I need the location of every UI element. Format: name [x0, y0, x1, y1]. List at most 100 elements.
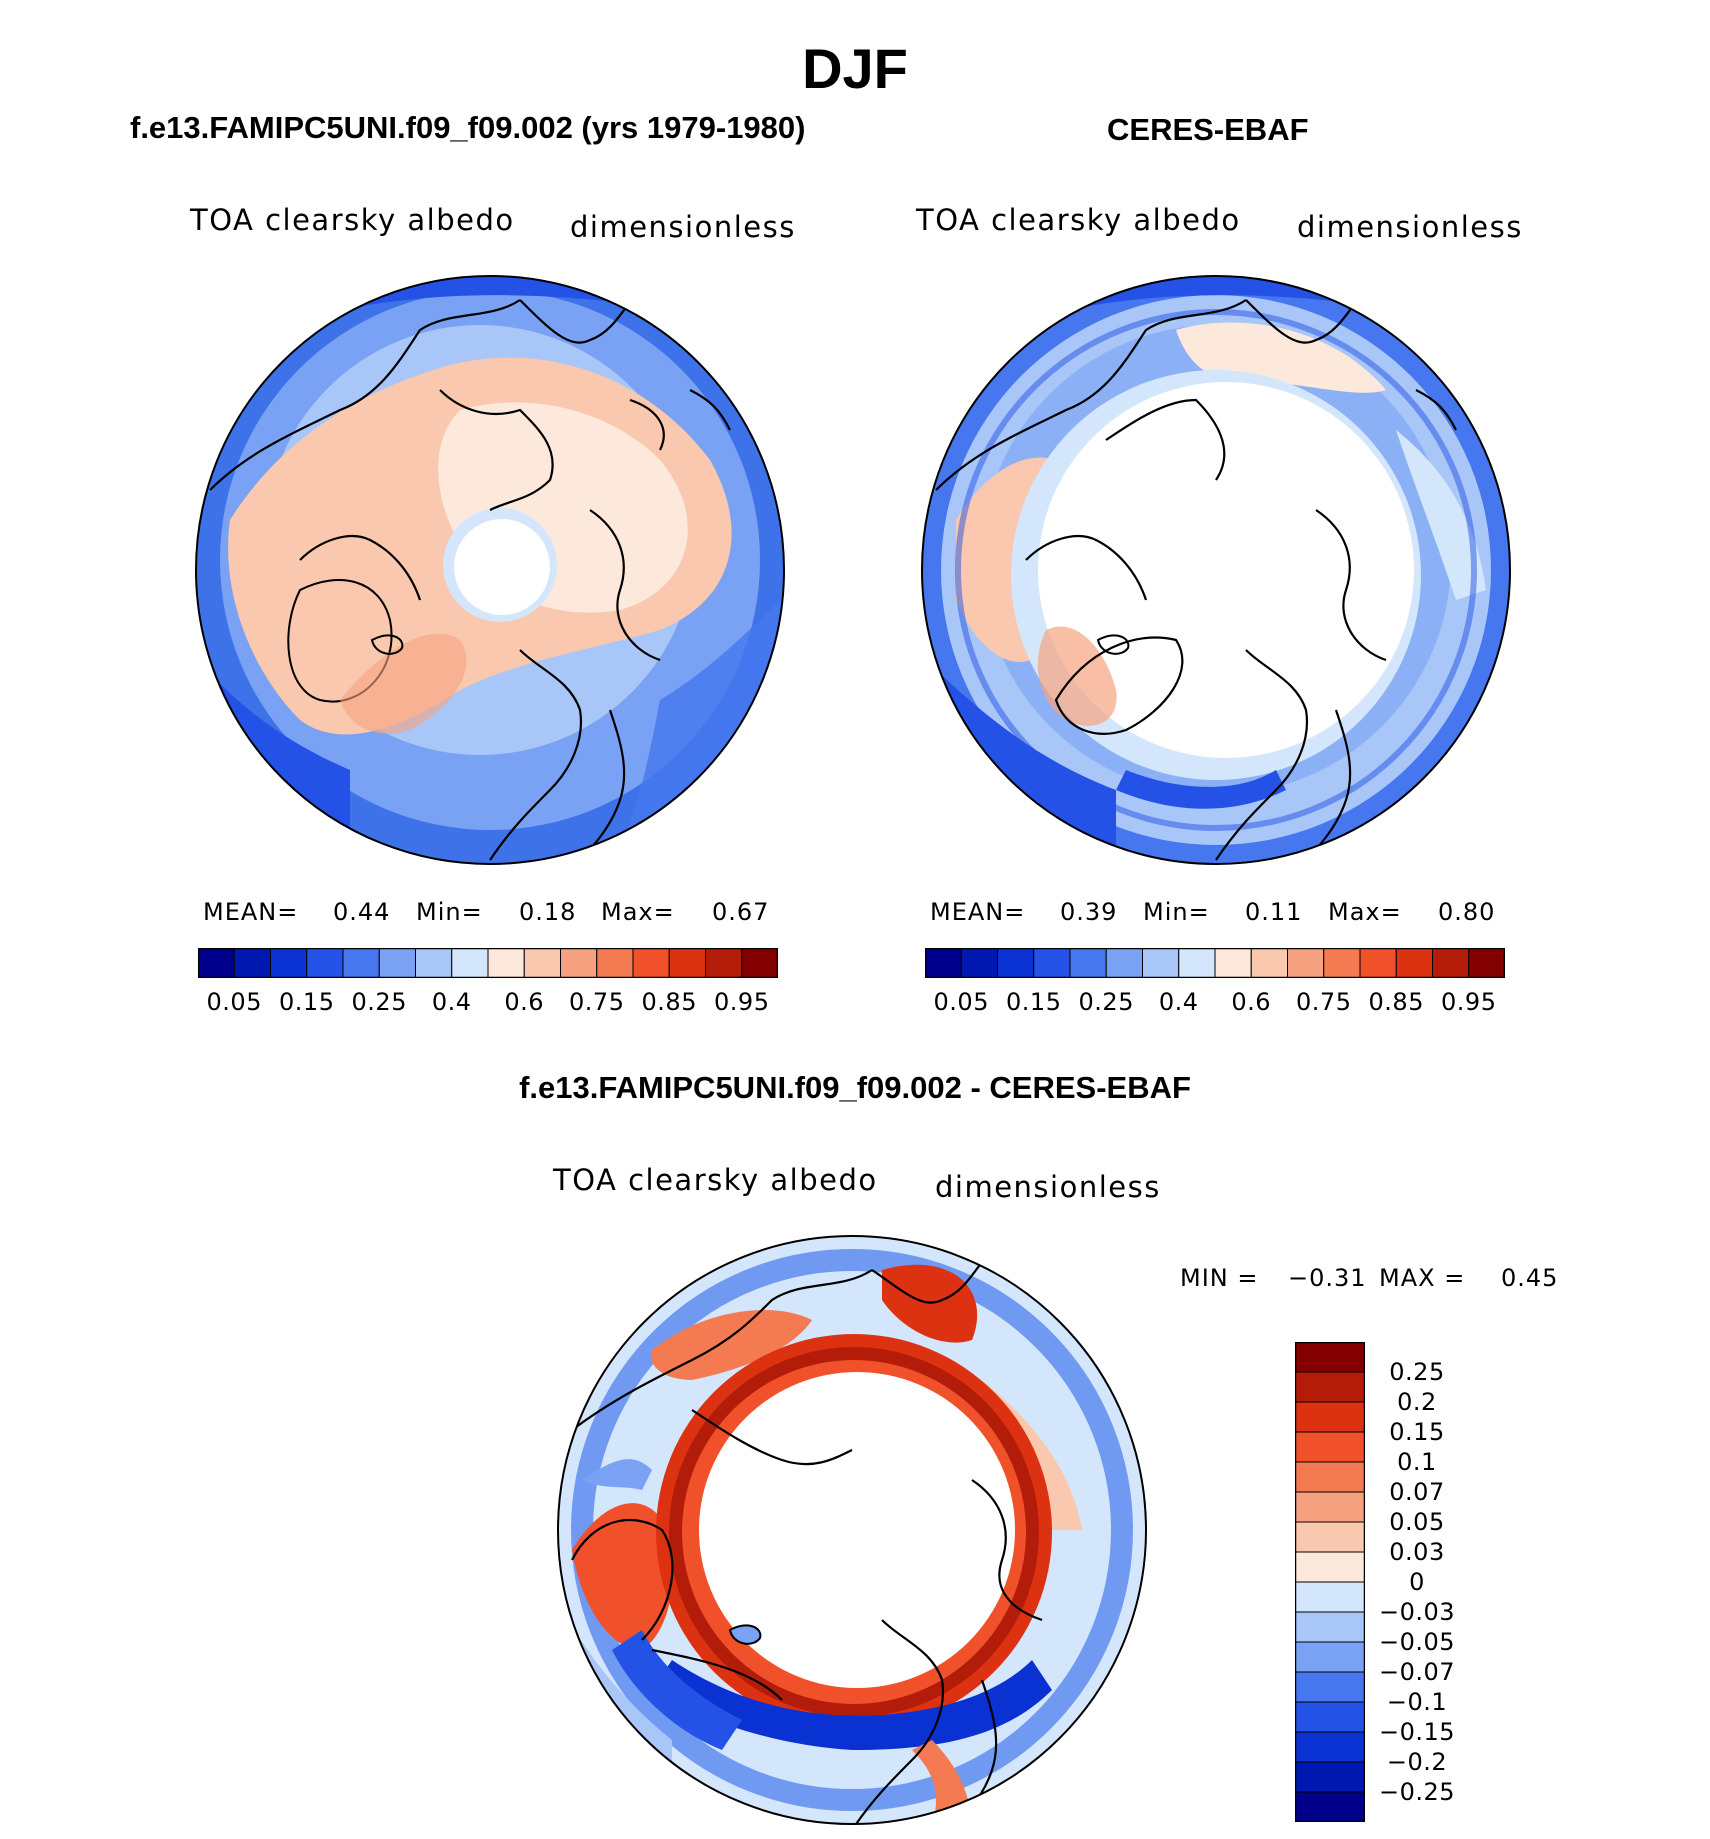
- obs-colorbar-tick-label: 0.4: [1158, 988, 1199, 1016]
- obs-colorbar-box: [1395, 948, 1433, 978]
- model-colorbar-tick-label: 0.05: [206, 988, 262, 1016]
- model-mean-value: 0.44: [333, 898, 391, 926]
- model-colorbar-box: [270, 948, 308, 978]
- model-colorbar-tick-label: 0.25: [351, 988, 407, 1016]
- obs-colorbar-box: [1323, 948, 1361, 978]
- obs-colorbar-box: [1105, 948, 1143, 978]
- diff-panel-title: f.e13.FAMIPC5UNI.f09_f09.002 - CERES-EBA…: [519, 1070, 1191, 1105]
- obs-colorbar-box: [997, 948, 1035, 978]
- obs-colorbar-tick-label: 0.25: [1078, 988, 1134, 1016]
- obs-colorbar-box: [1359, 948, 1397, 978]
- obs-colorbar-tick-label: 0.05: [933, 988, 989, 1016]
- diff-variable-label: TOA clearsky albedo: [553, 1163, 878, 1197]
- diff-polar-map: [557, 1235, 1147, 1825]
- diff-units-label: dimensionless: [935, 1170, 1161, 1204]
- model-min-label: Min=: [416, 898, 483, 926]
- obs-colorbar-box: [1033, 948, 1071, 978]
- model-colorbar-box: [306, 948, 344, 978]
- model-colorbar-tick-label: 0.15: [279, 988, 335, 1016]
- diff-colorbar-box: [1295, 1461, 1365, 1493]
- diff-colorbar-box: [1295, 1671, 1365, 1703]
- model-polar-map: [195, 275, 785, 865]
- obs-min-label: Min=: [1143, 898, 1210, 926]
- diff-colorbar-box: [1295, 1342, 1365, 1373]
- obs-variable-label: TOA clearsky albedo: [916, 203, 1241, 237]
- diff-colorbar-tick-label: −0.2: [1386, 1748, 1448, 1776]
- obs-max-value: 0.80: [1438, 898, 1496, 926]
- diff-colorbar-tick-label: 0.1: [1397, 1448, 1437, 1476]
- diff-colorbar: [1295, 1342, 1365, 1822]
- model-colorbar-tick-label: 0.85: [641, 988, 697, 1016]
- model-variable-label: TOA clearsky albedo: [190, 203, 515, 237]
- diff-colorbar-tick-label: 0.15: [1389, 1418, 1445, 1446]
- obs-colorbar-tick-label: 0.15: [1006, 988, 1062, 1016]
- obs-colorbar-box: [1250, 948, 1288, 978]
- model-max-label: Max=: [601, 898, 675, 926]
- diff-colorbar-box: [1295, 1791, 1365, 1822]
- diff-min-value: −0.31: [1288, 1264, 1367, 1292]
- diff-colorbar-box: [1295, 1761, 1365, 1793]
- model-colorbar-box: [378, 948, 416, 978]
- model-min-value: 0.18: [519, 898, 577, 926]
- obs-colorbar-box: [925, 948, 962, 978]
- diff-colorbar-tick-label: −0.07: [1378, 1658, 1456, 1686]
- obs-colorbar-box: [1069, 948, 1107, 978]
- diff-colorbar-tick-label: 0.25: [1389, 1358, 1445, 1386]
- diff-colorbar-tick-label: 0.07: [1389, 1478, 1445, 1506]
- diff-colorbar-tick-label: −0.03: [1378, 1598, 1456, 1626]
- diff-colorbar-ticks: 0.25 0.2 0.15 0.1 0.07 0.05 0.03 0 −0.03 −0.05 −0.…: [1372, 1342, 1502, 1822]
- model-max-value: 0.67: [712, 898, 770, 926]
- figure-title: DJF: [802, 37, 908, 100]
- diff-colorbar-tick-label: −0.25: [1378, 1778, 1456, 1806]
- obs-polar-map: [921, 275, 1511, 865]
- obs-panel-title: CERES-EBAF: [1107, 112, 1309, 147]
- diff-min-label: MIN =: [1180, 1264, 1259, 1292]
- diff-colorbar-tick-label: −0.05: [1378, 1628, 1456, 1656]
- obs-colorbar-tick-label: 0.85: [1368, 988, 1424, 1016]
- diff-colorbar-tick-label: 0.03: [1389, 1538, 1445, 1566]
- diff-colorbar-tick-label: −0.1: [1386, 1688, 1448, 1716]
- model-colorbar-box: [596, 948, 634, 978]
- obs-colorbar-box: [1214, 948, 1252, 978]
- obs-colorbar-box: [1468, 948, 1505, 978]
- obs-max-label: Max=: [1328, 898, 1402, 926]
- diff-colorbar-box: [1295, 1611, 1365, 1643]
- model-colorbar-box: [233, 948, 271, 978]
- model-colorbar-box: [741, 948, 778, 978]
- obs-colorbar-box: [1432, 948, 1470, 978]
- diff-colorbar-box: [1295, 1701, 1365, 1733]
- model-colorbar-box: [451, 948, 489, 978]
- model-colorbar-box: [198, 948, 235, 978]
- obs-colorbar-box: [1178, 948, 1216, 978]
- model-colorbar-box: [342, 948, 380, 978]
- diff-max-label: MAX =: [1379, 1264, 1466, 1292]
- diff-colorbar-box: [1295, 1521, 1365, 1553]
- diff-colorbar-tick-label: −0.15: [1378, 1718, 1456, 1746]
- diff-colorbar-box: [1295, 1581, 1365, 1613]
- model-colorbar-box: [705, 948, 743, 978]
- obs-mean-label: MEAN=: [930, 898, 1026, 926]
- obs-colorbar: [925, 948, 1505, 978]
- obs-colorbar-ticks: 0.05 0.15 0.25 0.4 0.6 0.75 0.85 0.95: [925, 988, 1505, 1018]
- model-colorbar-tick-label: 0.4: [431, 988, 472, 1016]
- diff-colorbar-box: [1295, 1371, 1365, 1403]
- model-colorbar-box: [415, 948, 453, 978]
- model-colorbar-tick-label: 0.75: [569, 988, 625, 1016]
- model-colorbar-box: [632, 948, 670, 978]
- model-colorbar-box: [668, 948, 706, 978]
- model-colorbar-box: [560, 948, 598, 978]
- model-colorbar-tick-label: 0.95: [714, 988, 770, 1016]
- diff-colorbar-box: [1295, 1431, 1365, 1463]
- obs-units-label: dimensionless: [1297, 210, 1523, 244]
- diff-colorbar-tick-label: 0.2: [1397, 1388, 1437, 1416]
- model-mean-label: MEAN=: [203, 898, 299, 926]
- obs-colorbar-tick-label: 0.6: [1231, 988, 1272, 1016]
- obs-colorbar-tick-label: 0.95: [1441, 988, 1497, 1016]
- diff-colorbar-box: [1295, 1491, 1365, 1523]
- model-panel-title: f.e13.FAMIPC5UNI.f09_f09.002 (yrs 1979-1…: [130, 110, 806, 145]
- model-colorbar-box: [523, 948, 561, 978]
- obs-colorbar-box: [1142, 948, 1180, 978]
- model-colorbar: [198, 948, 778, 978]
- diff-colorbar-box: [1295, 1731, 1365, 1763]
- obs-colorbar-box: [960, 948, 998, 978]
